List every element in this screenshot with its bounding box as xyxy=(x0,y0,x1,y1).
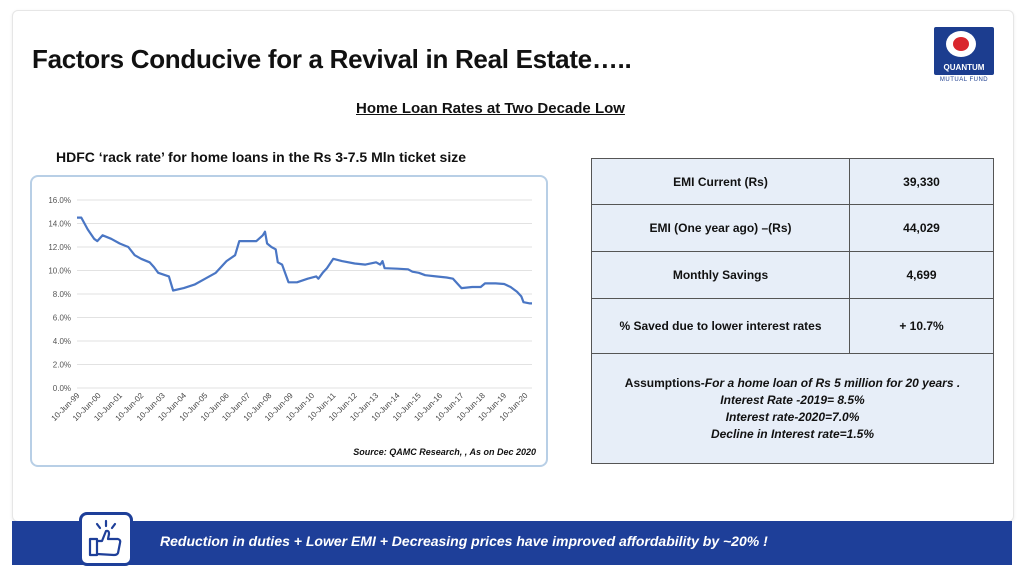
assumptions-label: Assumptions- xyxy=(624,375,705,390)
assumptions-cell: Assumptions-For a home loan of Rs 5 mill… xyxy=(591,353,994,464)
rate-chart: 0.0% 2.0% 4.0% 6.0% 8.0% 10.0% 12.0% 14.0% 16.0%… xyxy=(48,196,532,423)
y-tick-label: 14.0% xyxy=(48,220,71,229)
logo-name: QUANTUM xyxy=(943,63,985,72)
y-tick-label: 16.0% xyxy=(48,196,71,205)
chart-source: Source: QAMC Research, , As on Dec 2020 xyxy=(353,447,536,457)
assumption-line: Decline in Interest rate=1.5% xyxy=(710,426,875,441)
footer-banner xyxy=(12,521,1012,565)
y-tick-label: 8.0% xyxy=(53,290,71,299)
rate-series-line xyxy=(77,216,532,305)
chart-caption: HDFC ‘rack rate’ for home loans in the R… xyxy=(56,149,467,165)
section-subtitle: Home Loan Rates at Two Decade Low xyxy=(356,100,625,117)
table-row: Monthly Savings 4,699 xyxy=(591,251,994,299)
footer-message: Reduction in duties + Lower EMI + Decrea… xyxy=(160,533,768,549)
emi-current-label: EMI Current (Rs) xyxy=(591,158,850,205)
percent-saved-value: + 10.7% xyxy=(849,298,994,354)
assumption-line: For a home loan of Rs 5 million for 20 y… xyxy=(704,375,961,390)
y-tick-label: 0.0% xyxy=(53,384,71,393)
page-title: Factors Conducive for a Revival in Real … xyxy=(32,44,632,74)
chart-container: 0.0% 2.0% 4.0% 6.0% 8.0% 10.0% 12.0% 14.0% 16.0%… xyxy=(30,175,548,467)
y-tick-label: 6.0% xyxy=(53,314,71,323)
table-row: EMI Current (Rs) 39,330 xyxy=(591,158,994,205)
y-tick-label: 12.0% xyxy=(48,243,71,252)
y-tick-label: 4.0% xyxy=(53,337,71,346)
table-row: Assumptions-For a home loan of Rs 5 mill… xyxy=(591,353,994,464)
quantum-logo: QUANTUM MUTUAL FUND xyxy=(934,27,994,87)
emi-last-year-label: EMI (One year ago) –(Rs) xyxy=(591,204,850,252)
y-tick-label: 2.0% xyxy=(53,361,71,370)
assumption-line: Interest rate-2020=7.0% xyxy=(725,409,860,424)
table-row: EMI (One year ago) –(Rs) 44,029 xyxy=(591,204,994,252)
thumbs-up-icon xyxy=(79,512,133,566)
percent-saved-label: % Saved due to lower interest rates xyxy=(591,298,850,354)
table-row: % Saved due to lower interest rates + 10… xyxy=(591,298,994,354)
emi-last-year-value: 44,029 xyxy=(849,204,994,252)
emi-table: EMI Current (Rs) 39,330 EMI (One year ag… xyxy=(591,158,994,464)
emi-current-value: 39,330 xyxy=(849,158,994,205)
monthly-savings-label: Monthly Savings xyxy=(591,251,850,299)
monthly-savings-value: 4,699 xyxy=(849,251,994,299)
logo-mark-icon: QUANTUM xyxy=(934,27,994,75)
y-tick-label: 10.0% xyxy=(48,267,71,276)
logo-subtitle: MUTUAL FUND xyxy=(939,77,989,83)
assumption-line: Interest Rate -2019= 8.5% xyxy=(720,392,865,407)
